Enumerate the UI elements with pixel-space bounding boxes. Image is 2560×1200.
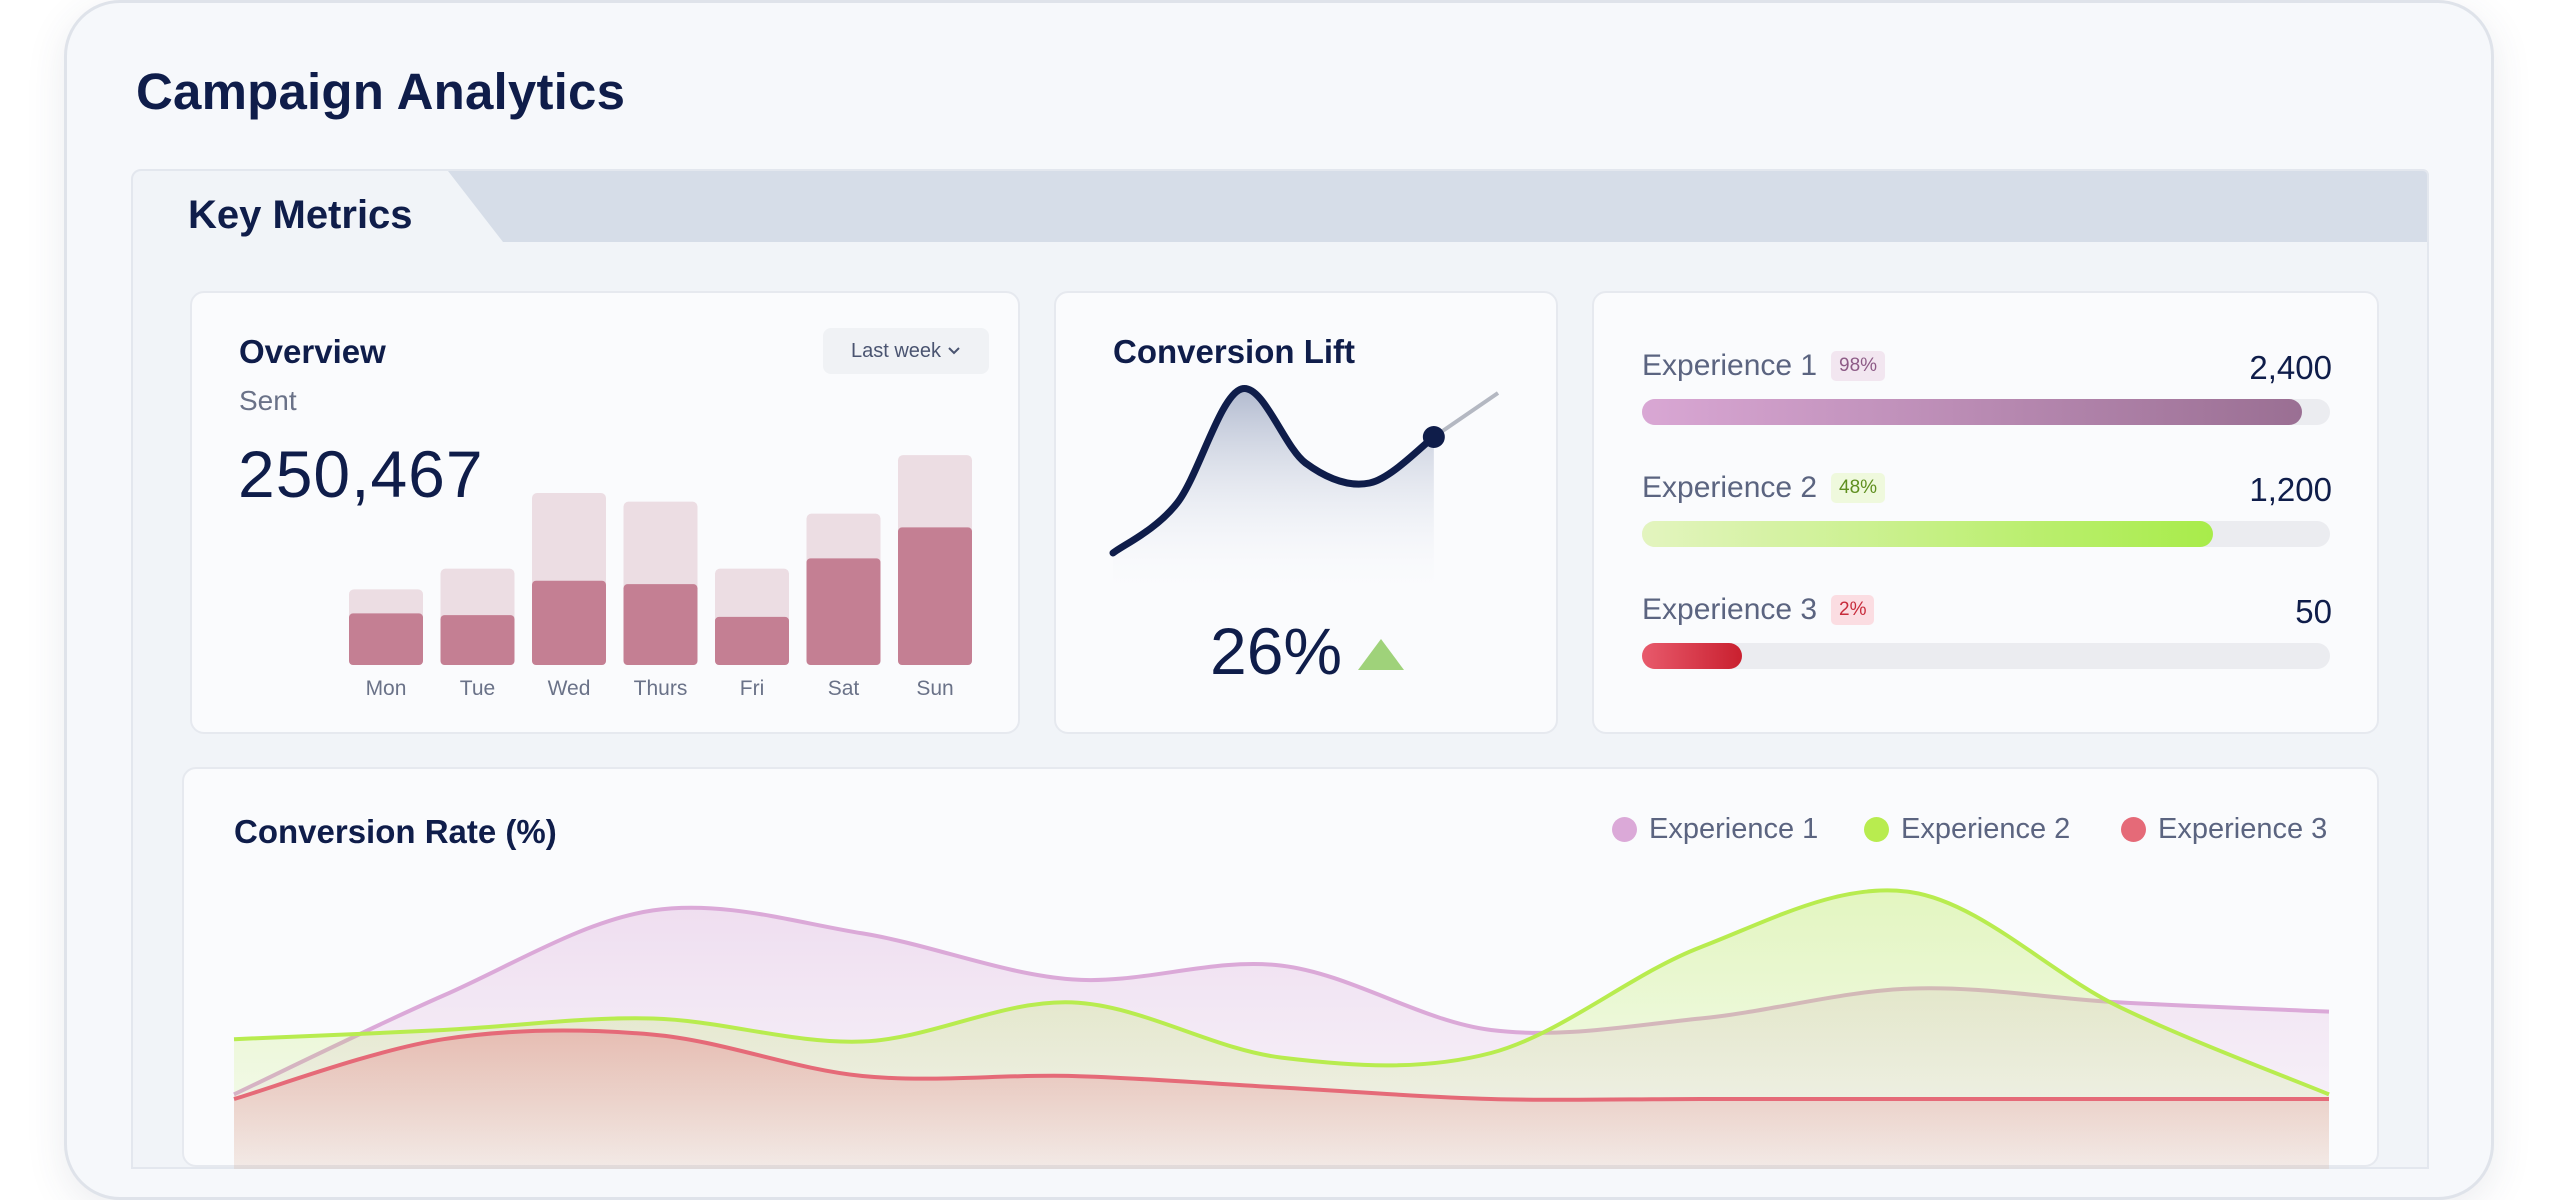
legend-label: Experience 1 (1649, 813, 1819, 845)
experience-badge: 98% (1831, 351, 1886, 381)
legend-dot-icon (2121, 817, 2146, 842)
experience-progress-track (1642, 643, 2330, 669)
experience-progress-fill (1642, 521, 2214, 547)
tick-label-tue: Tue (460, 677, 495, 700)
bar-value-sun (898, 527, 972, 665)
experience-label: Experience 2 (1642, 471, 1818, 504)
period-dropdown-label: Last week (850, 339, 942, 362)
experience-badge: 48% (1831, 473, 1886, 503)
experience-progress-track (1642, 521, 2330, 547)
bar-value-thurs (623, 584, 698, 665)
experience-progress-track (1642, 399, 2330, 425)
legend-item-1[interactable]: Experience 1 (1612, 813, 1818, 846)
bar-value-tue (440, 615, 515, 665)
legend-item-3[interactable]: Experience 3 (2121, 813, 2327, 846)
bar-value-mon (349, 613, 423, 665)
tick-label-mon: Mon (366, 677, 407, 700)
legend-label: Experience 3 (2158, 813, 2328, 845)
conversion-rate-card: Conversion Rate (%) Experience 1 Experien… (182, 767, 2379, 1169)
period-dropdown[interactable]: Last week (823, 328, 989, 374)
tick-label-sun: Sun (916, 677, 953, 700)
tick-label-thurs: Thurs (634, 677, 688, 700)
chevron-down-icon (948, 347, 960, 355)
legend-item-2[interactable]: Experience 2 (1864, 813, 2070, 846)
legend-dot-icon (1612, 817, 1637, 842)
experience-progress-fill (1642, 399, 2303, 425)
lift-line (1109, 385, 1438, 557)
series-line-2 (233, 888, 2330, 1097)
trend-up-icon (1358, 639, 1404, 670)
lift-current-point[interactable] (1422, 426, 1445, 448)
page-title: Campaign Analytics (136, 63, 626, 120)
tick-label-sat: Sat (828, 677, 860, 700)
experience-progress-fill (1642, 643, 1742, 669)
legend-dot-icon (1864, 817, 1889, 842)
tab-key-metrics[interactable] (133, 171, 503, 242)
lift-title: Conversion Lift (1113, 333, 1356, 370)
lift-line-chart (1109, 385, 1500, 593)
section-title: Key Metrics (188, 193, 413, 237)
overview-card: Overview Last week Sent 250,467 Mon Tue We… (190, 291, 1020, 734)
lift-forecast-line (1432, 391, 1500, 439)
tick-label-fri: Fri (740, 677, 765, 700)
tick-label-wed: Wed (548, 677, 591, 700)
experiences-card: Experience 1 98% 2,400 Experience 2 48% 1,200… (1592, 291, 2379, 734)
experience-value: 1,200 (2249, 471, 2332, 508)
overview-title: Overview (239, 333, 386, 370)
lift-value: 26% (1210, 614, 1343, 688)
conversion-lift-card: Conversion Lift 26% (1054, 291, 1558, 734)
sent-bar-chart: Mon Tue Wed Thurs Fri Sat Sun (349, 455, 972, 700)
experience-value: 50 (2295, 593, 2332, 630)
rate-title: Conversion Rate (%) (234, 813, 557, 850)
experience-badge: 2% (1831, 595, 1875, 625)
bar-value-wed (532, 580, 606, 665)
experience-value: 2,400 (2249, 349, 2332, 386)
bar-value-sat (806, 558, 881, 665)
legend-label: Experience 2 (1901, 813, 2071, 845)
section-header-band (133, 171, 2427, 242)
metric-label: Sent (239, 385, 297, 416)
bar-value-fri (715, 616, 789, 665)
experience-label: Experience 3 (1642, 593, 1818, 626)
lift-area (1113, 388, 1434, 593)
experience-label: Experience 1 (1642, 349, 1818, 382)
metric-value: 250,467 (238, 437, 484, 511)
